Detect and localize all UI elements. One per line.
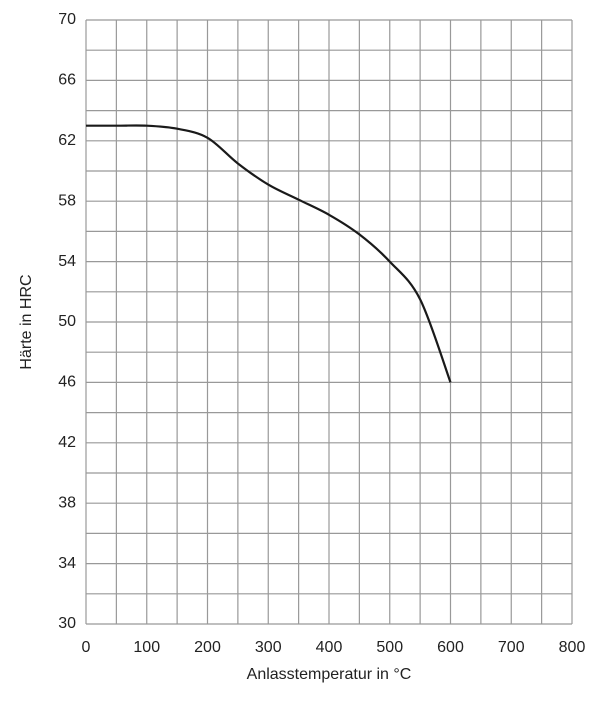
x-tick-label: 600 <box>437 639 464 656</box>
line <box>86 124 452 383</box>
y-tick-label: 58 <box>58 192 76 209</box>
y-tick-label: 70 <box>58 11 76 28</box>
x-tick-label: 400 <box>316 639 343 656</box>
x-tick-label: 500 <box>376 639 403 656</box>
x-tick-label: 200 <box>194 639 221 656</box>
y-tick-label: 62 <box>58 132 76 149</box>
y-tick-label: 42 <box>58 434 76 451</box>
y-tick-label: 38 <box>58 494 76 511</box>
y-tick-label: 54 <box>58 253 76 270</box>
y-tick-label: 66 <box>58 72 76 89</box>
x-tick-label: 700 <box>498 639 525 656</box>
x-tick-label: 100 <box>133 639 160 656</box>
y-tick-label: 30 <box>58 615 76 632</box>
y-axis-label: Härte in HRC <box>18 274 35 369</box>
y-tick-label: 50 <box>58 313 76 330</box>
x-tick-label: 0 <box>82 639 91 656</box>
y-tick-label: 46 <box>58 374 76 391</box>
y-tick-label: 34 <box>58 555 76 572</box>
x-tick-label: 300 <box>255 639 282 656</box>
x-tick-label: 800 <box>559 639 586 656</box>
x-axis-label: Anlasstemperatur in °C <box>247 666 412 683</box>
